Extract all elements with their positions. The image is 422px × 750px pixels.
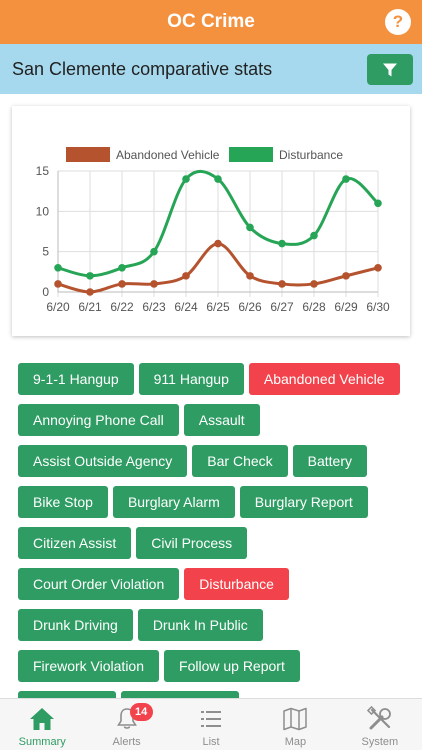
filter-tag[interactable]: Burglary Alarm [112, 486, 235, 518]
data-point[interactable] [118, 280, 126, 288]
filter-tag[interactable]: Disturbance [184, 568, 289, 600]
tab-list[interactable]: List [169, 699, 253, 750]
y-tick-label: 15 [36, 164, 50, 178]
x-tick-label: 6/26 [238, 300, 262, 314]
filter-tag[interactable]: Burglary Report [239, 486, 368, 518]
x-tick-label: 6/29 [334, 300, 358, 314]
data-point[interactable] [86, 288, 94, 296]
tab-system[interactable]: System [338, 699, 422, 750]
filter-tag[interactable]: Annoying Phone Call [18, 404, 179, 436]
data-point[interactable] [54, 280, 62, 288]
filter-tag[interactable]: 9-1-1 Hangup [18, 363, 134, 395]
data-point[interactable] [150, 280, 158, 288]
legend-label: Disturbance [279, 148, 343, 162]
help-button[interactable]: ? [385, 9, 411, 35]
filter-tag[interactable]: Court Order Violation [18, 568, 180, 600]
data-point[interactable] [374, 199, 382, 208]
home-icon [27, 704, 57, 734]
tab-alerts[interactable]: 14 Alerts [84, 699, 168, 750]
alerts-badge: 14 [129, 703, 153, 721]
tab-summary[interactable]: Summary [0, 699, 84, 750]
filter-tag[interactable]: Assault [183, 404, 260, 436]
data-point[interactable] [182, 272, 190, 280]
tab-map[interactable]: Map [253, 699, 337, 750]
x-tick-label: 6/21 [78, 300, 102, 314]
legend-swatch [66, 147, 110, 162]
help-icon: ? [392, 12, 404, 31]
data-point[interactable] [214, 175, 222, 183]
data-point[interactable] [214, 239, 222, 248]
data-point[interactable] [278, 239, 286, 248]
x-tick-label: 6/25 [206, 300, 230, 314]
line-chart: 0 5 10 15 6/20 6/21 6/22 6/23 6/24 6/25 6/26 6/27 6/… [36, 147, 390, 314]
data-point[interactable] [342, 272, 350, 280]
filter-tag[interactable]: Drunk Driving [18, 609, 133, 641]
filter-tag[interactable]: Found Bicycle [121, 691, 240, 698]
chart-card: 0 5 10 15 6/20 6/21 6/22 6/23 6/24 6/25 6/26 6/27 6/… [12, 106, 410, 336]
tab-label: List [202, 736, 220, 748]
filter-tag[interactable]: Battery [292, 445, 368, 477]
tab-label: Alerts [112, 736, 141, 748]
tab-label: Summary [18, 736, 66, 748]
data-point[interactable] [182, 175, 190, 183]
filter-tag[interactable]: Follow up Report [164, 650, 300, 682]
filter-tag[interactable]: Abandoned Vehicle [248, 363, 400, 395]
y-tick-label: 10 [36, 204, 50, 218]
x-tick-label: 6/24 [174, 300, 198, 314]
data-point[interactable] [246, 272, 254, 280]
tools-icon [365, 704, 395, 734]
legend-swatch [229, 147, 273, 162]
filter-tag[interactable]: Civil Process [136, 527, 248, 559]
data-point[interactable] [150, 247, 158, 256]
filter-tag[interactable]: Citizen Assist [18, 527, 132, 559]
data-point[interactable] [310, 280, 318, 288]
top-bar: OC Crime ? [0, 0, 422, 44]
data-point[interactable] [342, 175, 350, 183]
data-point[interactable] [310, 231, 318, 240]
y-tick-label: 5 [42, 245, 49, 259]
x-tick-label: 6/22 [110, 300, 134, 314]
data-point[interactable] [86, 272, 94, 280]
data-point[interactable] [246, 223, 254, 232]
filter-tag[interactable]: Foot Patrol [18, 691, 117, 698]
data-point[interactable] [118, 264, 126, 272]
filter-tag[interactable]: Drunk In Public [137, 609, 263, 641]
filter-tag[interactable]: Bike Stop [18, 486, 108, 518]
data-point[interactable] [278, 280, 286, 288]
list-icon [196, 704, 226, 734]
tab-label: System [361, 736, 399, 748]
filter-tag[interactable]: Firework Violation [18, 650, 160, 682]
filter-button[interactable] [367, 54, 413, 85]
filter-tag[interactable]: 911 Hangup [138, 363, 244, 395]
filter-tag[interactable]: Assist Outside Agency [18, 445, 188, 477]
page-title: San Clemente comparative stats [12, 58, 273, 79]
y-tick-label: 0 [42, 285, 49, 299]
x-tick-label: 6/30 [366, 300, 390, 314]
filter-icon [383, 63, 397, 76]
crime-type-tags: 9-1-1 Hangup 911 Hangup Abandoned Vehicle A… [18, 363, 408, 698]
legend-label: Abandoned Vehicle [116, 148, 220, 162]
map-icon [280, 704, 310, 734]
data-point[interactable] [54, 264, 62, 272]
x-tick-label: 6/27 [270, 300, 294, 314]
tab-bar: Summary 14 Alerts [0, 698, 422, 750]
data-point[interactable] [374, 264, 382, 272]
filter-tag[interactable]: Bar Check [192, 445, 288, 477]
x-tick-label: 6/20 [46, 300, 70, 314]
sub-header: San Clemente comparative stats [0, 44, 422, 94]
tab-label: Map [284, 736, 307, 748]
app-title: OC Crime [167, 11, 255, 32]
x-tick-label: 6/23 [142, 300, 166, 314]
x-tick-label: 6/28 [302, 300, 326, 314]
